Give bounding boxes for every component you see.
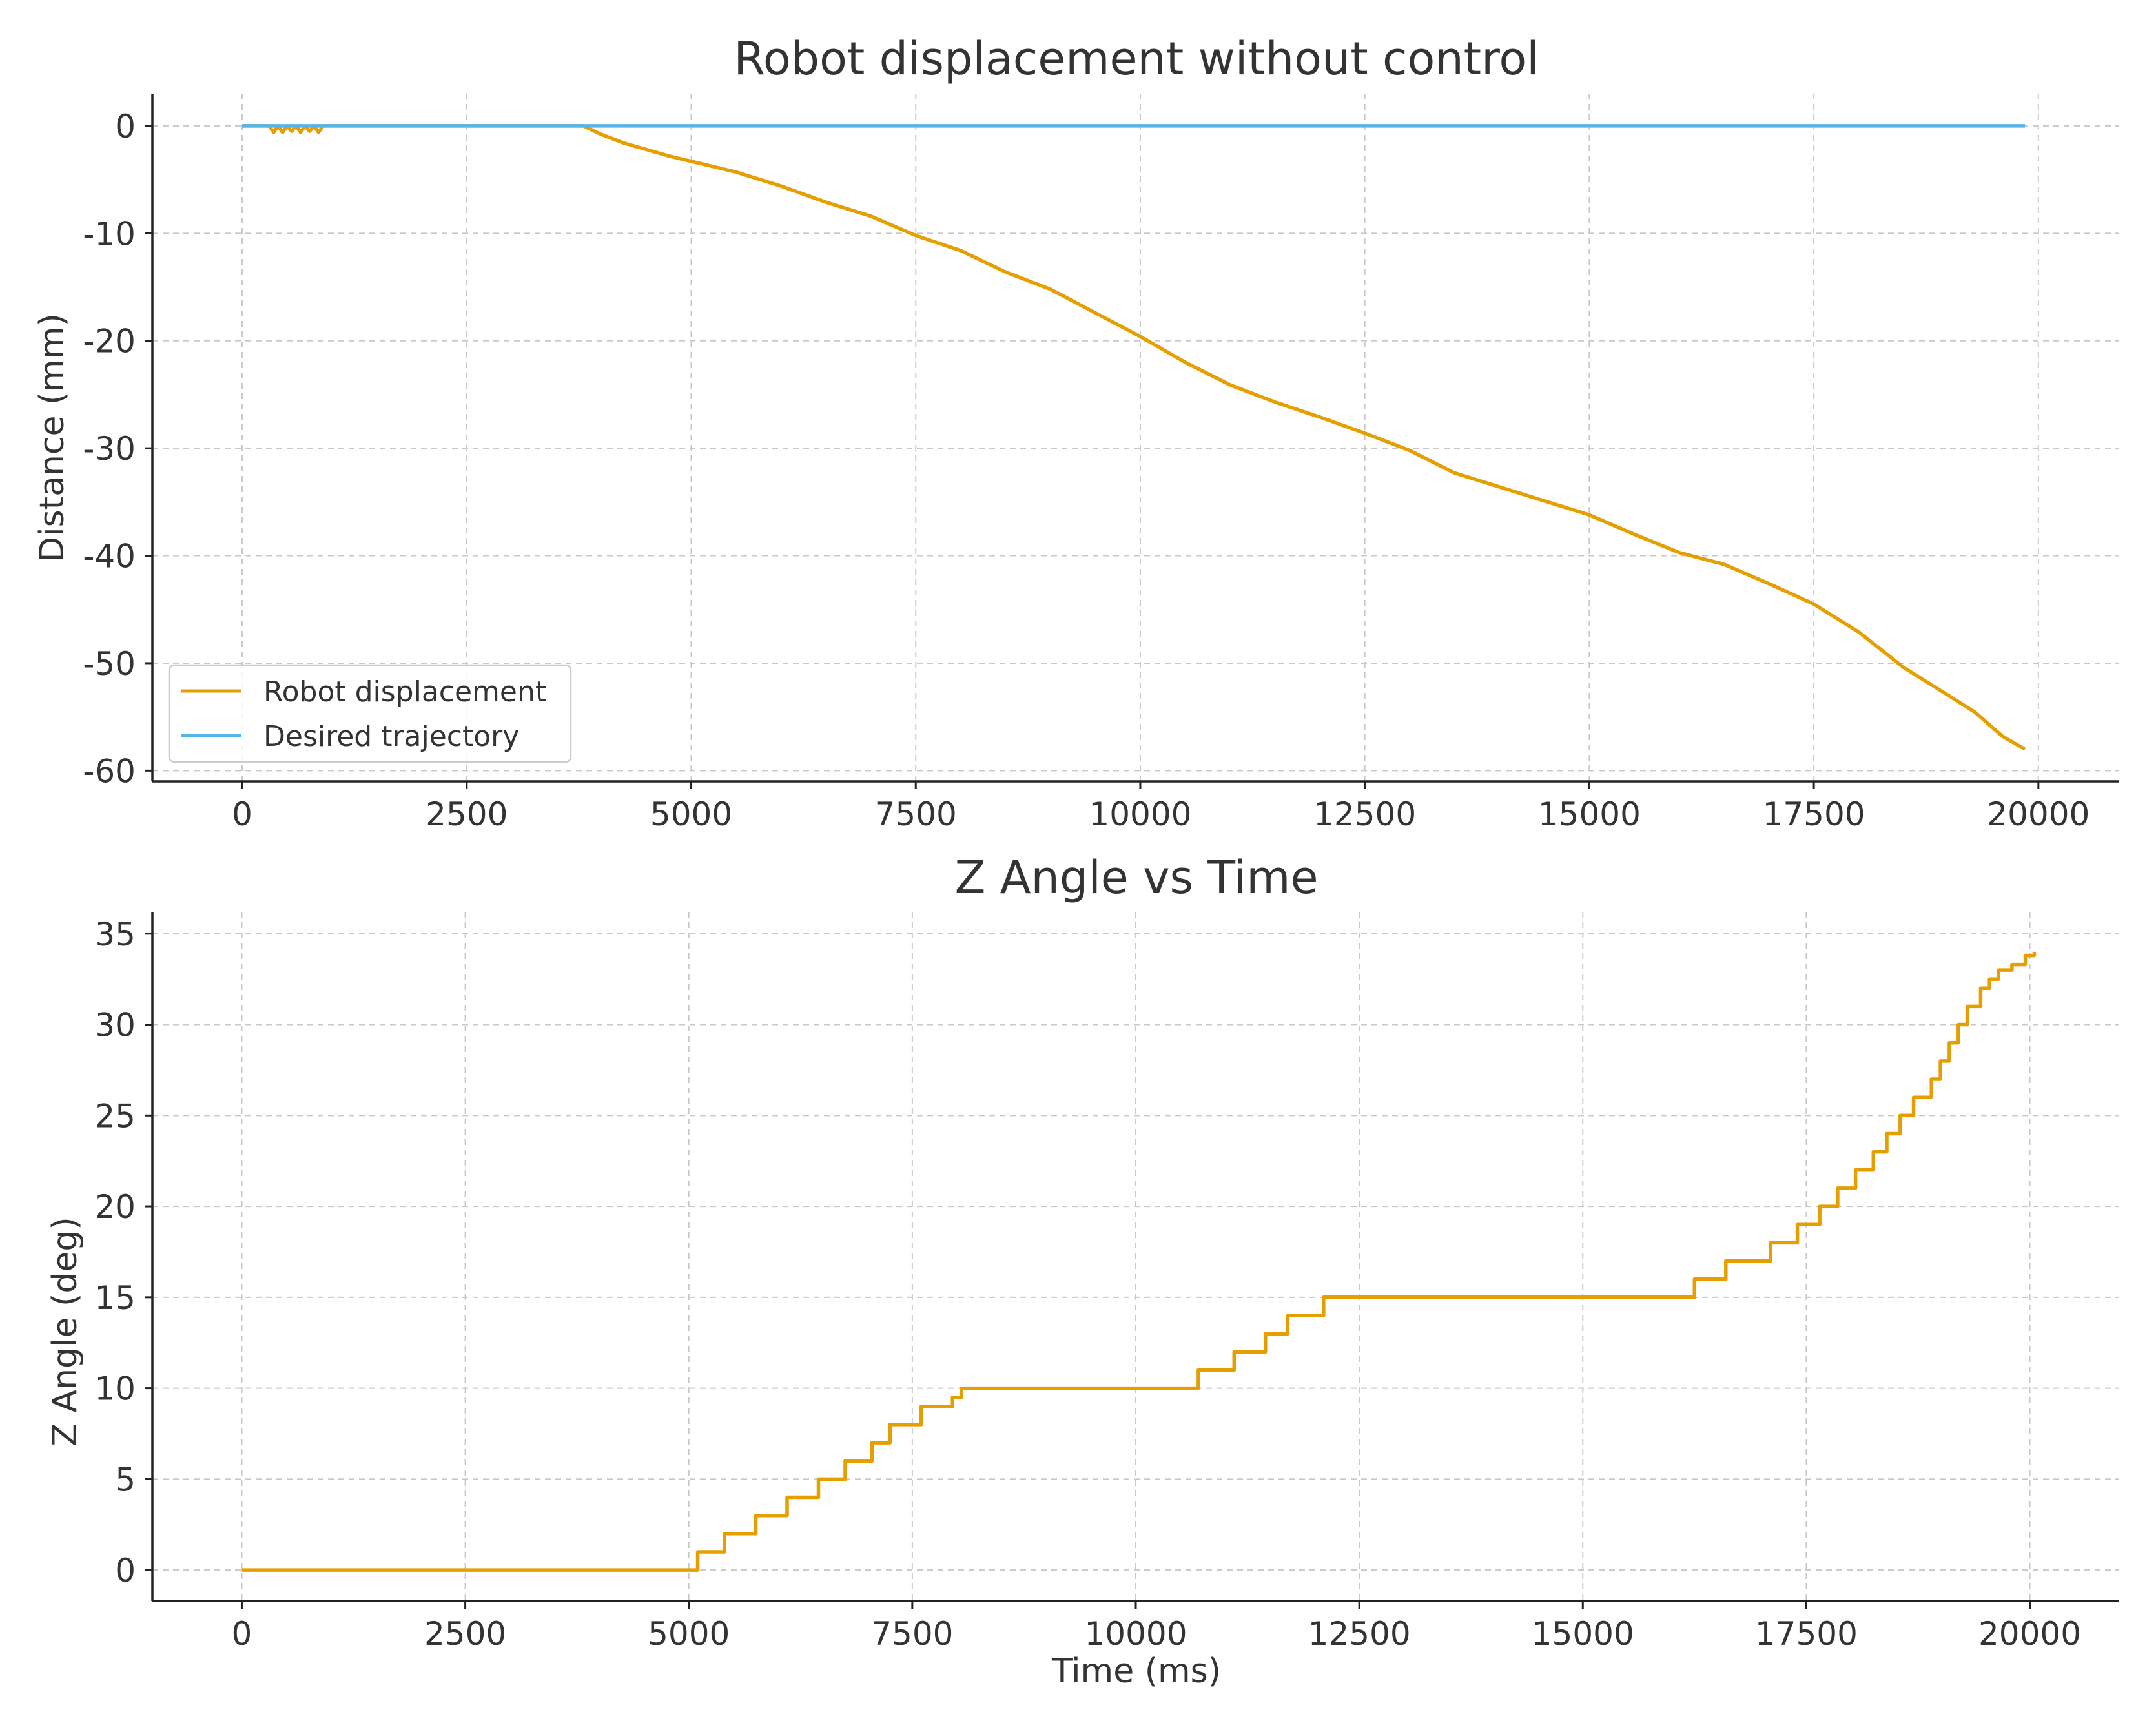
y-tick-label: 15 (94, 1279, 136, 1317)
y-tick-label: -50 (83, 645, 136, 683)
x-tick-label: 20000 (1987, 796, 2089, 833)
x-tick-label: 0 (232, 796, 252, 833)
x-tick-label: 2500 (426, 796, 508, 833)
y-tick-label: -30 (83, 430, 136, 468)
x-tick-label: 7500 (875, 796, 957, 833)
y-tick-label: 30 (94, 1007, 136, 1044)
y-tick-label: 20 (94, 1188, 136, 1226)
x-tick-label: 15000 (1532, 1615, 1634, 1653)
y-tick-label: 35 (94, 916, 136, 953)
y-tick-label: 10 (94, 1370, 136, 1408)
legend-frame (168, 664, 572, 763)
x-tick-label: 7500 (871, 1615, 953, 1653)
y-tick-label: 0 (115, 108, 136, 145)
y-tick-label: -10 (83, 215, 136, 253)
y-tick-label: -60 (83, 752, 136, 790)
chart-title: Z Angle vs Time (954, 851, 1318, 904)
x-tick-label: 15000 (1538, 796, 1641, 833)
y-tick-label: -20 (83, 323, 136, 360)
y-axis-label: Distance (mm) (33, 313, 72, 562)
y-tick-label: -40 (83, 538, 136, 575)
x-tick-label: 10000 (1084, 1615, 1187, 1653)
x-tick-label: 17500 (1763, 796, 1865, 833)
y-tick-label: 5 (115, 1461, 136, 1498)
legend-label-desired-trajectory: Desired trajectory (263, 720, 519, 753)
x-tick-label: 12500 (1308, 1615, 1411, 1653)
displacement-chart: Robot displacement without control 0 2500… (33, 32, 2119, 833)
x-tick-label: 17500 (1755, 1615, 1858, 1653)
z-angle-chart: Z Angle vs Time 0 2500 5000 7500 10000 12500 1… (46, 851, 2119, 1691)
y-tick-label: 25 (94, 1097, 136, 1135)
legend-label-robot-displacement: Robot displacement (263, 676, 546, 708)
x-tick-label: 5000 (648, 1615, 730, 1653)
x-tick-label: 0 (232, 1615, 252, 1653)
x-tick-label: 10000 (1089, 796, 1191, 833)
y-axis-label: Z Angle (deg) (46, 1217, 85, 1446)
x-tick-label: 5000 (650, 796, 732, 833)
y-tick-label: 0 (115, 1552, 136, 1589)
series-line-robot-displacement (242, 124, 2026, 751)
series-line-z-angle (241, 951, 2037, 1572)
x-tick-label: 20000 (1978, 1615, 2081, 1653)
x-axis-label: Time (ms) (1051, 1652, 1221, 1691)
legend: Robot displacement Desired trajectory (168, 664, 572, 763)
x-tick-label: 12500 (1313, 796, 1416, 833)
x-tick-label: 2500 (424, 1615, 506, 1653)
chart-title: Robot displacement without control (734, 32, 1539, 85)
